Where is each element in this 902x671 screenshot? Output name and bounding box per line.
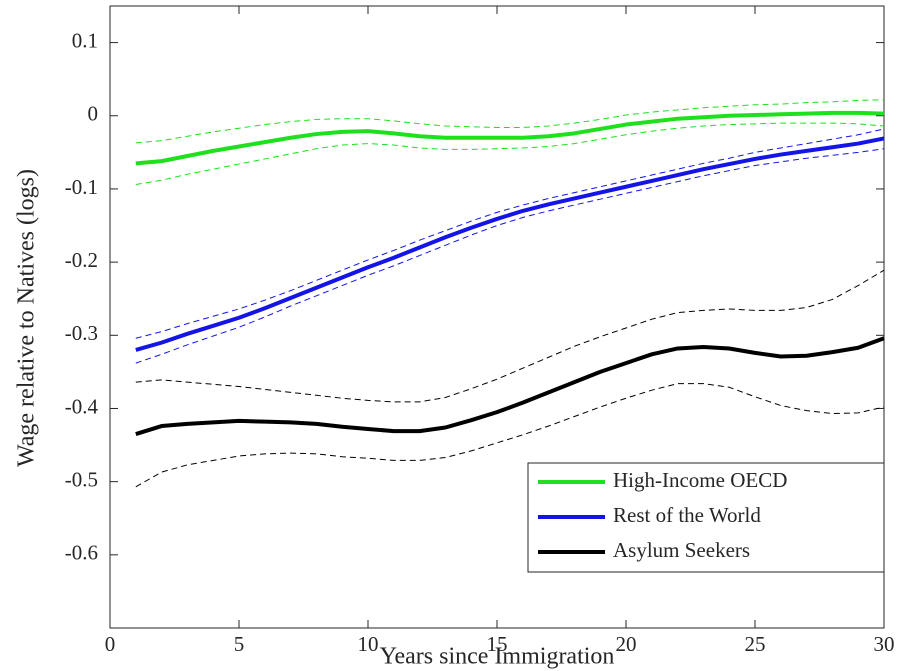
x-tick-label: 0 bbox=[105, 632, 116, 656]
confidence-band bbox=[135, 383, 885, 488]
y-tick-label: 0 bbox=[88, 102, 99, 126]
confidence-band bbox=[135, 128, 885, 339]
y-tick-label: -0.4 bbox=[65, 394, 99, 418]
y-tick-label: 0.1 bbox=[72, 28, 98, 52]
y-axis-label: Wage relative to Natives (logs) bbox=[14, 169, 40, 467]
y-tick-label: -0.6 bbox=[65, 541, 98, 565]
y-tick-label: -0.2 bbox=[65, 248, 98, 272]
confidence-band bbox=[135, 122, 885, 186]
confidence-band bbox=[135, 269, 885, 403]
x-tick-label: 20 bbox=[616, 632, 637, 656]
x-tick-label: 15 bbox=[487, 632, 508, 656]
x-tick-label: 10 bbox=[358, 632, 379, 656]
y-tick-label: -0.3 bbox=[65, 321, 98, 345]
legend-label: Rest of the World bbox=[613, 503, 761, 527]
series-line bbox=[135, 336, 885, 436]
legend-label: Asylum Seekers bbox=[613, 538, 750, 562]
series-line bbox=[135, 136, 885, 352]
x-axis-label: Years since Immigration bbox=[380, 644, 615, 670]
legend-label: High-Income OECD bbox=[613, 468, 787, 492]
y-tick-label: -0.5 bbox=[65, 467, 98, 491]
x-tick-label: 25 bbox=[745, 632, 766, 656]
x-tick-label: 5 bbox=[234, 632, 245, 656]
y-tick-label: -0.1 bbox=[65, 175, 98, 199]
x-tick-label: 30 bbox=[874, 632, 895, 656]
confidence-band bbox=[135, 148, 885, 364]
series-line bbox=[135, 110, 885, 166]
